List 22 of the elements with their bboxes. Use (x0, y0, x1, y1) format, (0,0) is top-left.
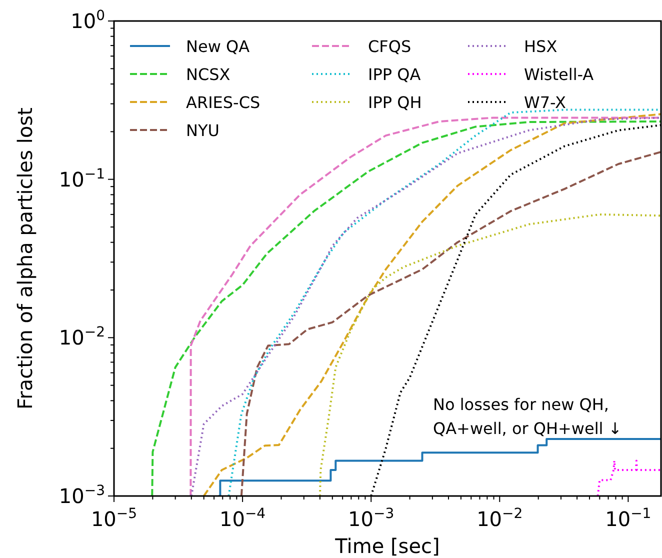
x-tick-label: 10$^{−3}$ (348, 506, 394, 531)
y-tick-label: 10$^{−2}$ (58, 324, 105, 350)
x-tick-label: 10$^{−4}$ (220, 506, 266, 531)
legend-label: IPP QA (368, 65, 421, 84)
legend-label: Wistell-A (524, 65, 594, 84)
legend-label: HSX (524, 37, 558, 56)
y-tick-label: 10$^{−3}$ (58, 483, 105, 508)
y-tick-label: 10$^{−1}$ (58, 166, 105, 192)
x-tick-label: 10$^{−1}$ (605, 506, 652, 531)
legend-label: W7-X (524, 93, 566, 112)
legend-label: CFQS (368, 37, 412, 56)
legend-label: New QA (186, 37, 250, 56)
y-tick-label: 10$^{0}$ (70, 8, 105, 33)
legend-label: ARIES-CS (186, 93, 260, 112)
legend-label: IPP QH (368, 93, 422, 112)
y-axis-title: Fraction of alpha particles lost (13, 107, 37, 410)
legend-label: NYU (186, 121, 220, 140)
x-tick-label: 10$^{−2}$ (476, 506, 523, 531)
annotation: No losses for new QH, QA+well, or QH+well ↓ (433, 395, 622, 438)
legend-label: NCSX (186, 65, 230, 84)
x-axis-title: Time [sec] (334, 534, 440, 558)
x-tick-label: 10$^{−5}$ (90, 506, 138, 531)
